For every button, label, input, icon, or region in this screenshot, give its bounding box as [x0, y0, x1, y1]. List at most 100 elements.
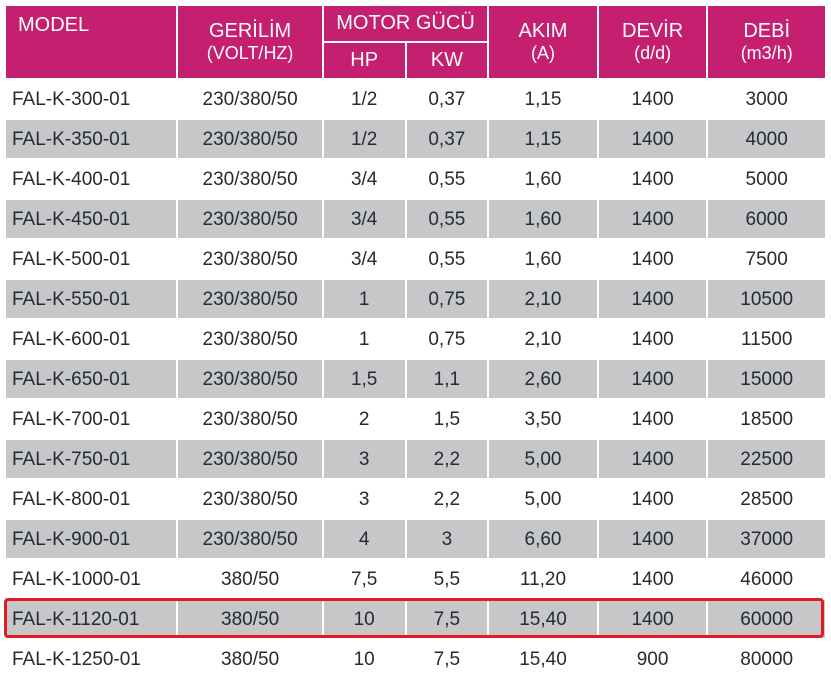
cell-gerilim: 380/50 [178, 640, 321, 678]
cell-akim: 15,40 [489, 640, 597, 678]
cell-kw: 0,75 [407, 280, 488, 318]
cell-hp: 10 [324, 600, 405, 638]
cell-devir: 1400 [599, 320, 707, 358]
cell-debi: 7500 [708, 240, 825, 278]
cell-kw: 0,37 [407, 120, 488, 158]
header-devir-label: DEVİR [622, 20, 683, 42]
header-akim-label: AKIM [519, 20, 568, 42]
table-row: FAL-K-1000-01380/507,55,511,20140046000 [6, 560, 825, 598]
cell-model: FAL-K-1000-01 [6, 560, 176, 598]
table-container: MODEL GERİLİM (VOLT/HZ) MOTOR GÜCÜ AKIM … [4, 4, 827, 680]
table-body: FAL-K-300-01 230/380/50 1/20,371,15 1400 300… [6, 80, 825, 678]
header-hp: HP [324, 43, 405, 78]
cell-debi: 18500 [708, 400, 825, 438]
cell-debi: 5000 [708, 160, 825, 198]
table-row: FAL-K-400-01230/380/503/40,551,601400500… [6, 160, 825, 198]
table-row: FAL-K-1120-01380/50107,515,40140060000 [6, 600, 825, 638]
cell-kw: 3 [407, 520, 488, 558]
header-devir-sub: (d/d) [603, 43, 703, 64]
cell-model: FAL-K-600-01 [6, 320, 176, 358]
table-row: FAL-K-500-01230/380/503/40,551,601400750… [6, 240, 825, 278]
cell-kw: 0,55 [407, 160, 488, 198]
cell-akim: 1,60 [489, 240, 597, 278]
cell-devir: 1400 [599, 360, 707, 398]
cell-devir: 1400 [599, 240, 707, 278]
cell-model: FAL-K-900-01 [6, 520, 176, 558]
cell-hp: 1/2 [324, 80, 405, 118]
cell-debi: 46000 [708, 560, 825, 598]
cell-kw: 0,37 [407, 80, 488, 118]
cell-hp: 3 [324, 440, 405, 478]
cell-model: FAL-K-550-01 [6, 280, 176, 318]
cell-debi: 15000 [708, 360, 825, 398]
cell-akim: 15,40 [489, 600, 597, 638]
header-devir: DEVİR (d/d) [599, 6, 707, 78]
cell-model: FAL-K-1120-01 [6, 600, 176, 638]
table-row: FAL-K-700-01230/380/5021,53,50140018500 [6, 400, 825, 438]
cell-gerilim: 230/380/50 [178, 200, 321, 238]
cell-debi: 60000 [708, 600, 825, 638]
table-row: FAL-K-550-01230/380/5010,752,10140010500 [6, 280, 825, 318]
cell-kw: 5,5 [407, 560, 488, 598]
cell-model: FAL-K-650-01 [6, 360, 176, 398]
table-row: FAL-K-900-01230/380/50436,60140037000 [6, 520, 825, 558]
header-kw: KW [407, 43, 488, 78]
cell-akim: 5,00 [489, 480, 597, 518]
cell-devir: 1400 [599, 280, 707, 318]
cell-debi: 3000 [708, 80, 825, 118]
cell-model: FAL-K-800-01 [6, 480, 176, 518]
header-motor-gucu: MOTOR GÜCÜ [324, 6, 487, 41]
cell-devir: 1400 [599, 200, 707, 238]
cell-gerilim: 380/50 [178, 600, 321, 638]
cell-model: FAL-K-300-01 [6, 80, 176, 118]
cell-debi: 10500 [708, 280, 825, 318]
cell-debi: 11500 [708, 320, 825, 358]
cell-model: FAL-K-400-01 [6, 160, 176, 198]
cell-devir: 1400 [599, 480, 707, 518]
cell-kw: 7,5 [407, 640, 488, 678]
cell-model: FAL-K-750-01 [6, 440, 176, 478]
table-row: FAL-K-1250-01380/50107,515,4090080000 [6, 640, 825, 678]
cell-debi: 4000 [708, 120, 825, 158]
cell-akim: 2,60 [489, 360, 597, 398]
header-akim-sub: (A) [493, 43, 593, 64]
cell-hp: 4 [324, 520, 405, 558]
cell-akim: 6,60 [489, 520, 597, 558]
table-row: FAL-K-800-01230/380/5032,25,00140028500 [6, 480, 825, 518]
cell-model: FAL-K-1250-01 [6, 640, 176, 678]
table-row: FAL-K-750-01230/380/5032,25,00140022500 [6, 440, 825, 478]
header-gerilim-label: GERİLİM [209, 20, 291, 42]
cell-hp: 3/4 [324, 240, 405, 278]
header-debi: DEBİ (m3/h) [708, 6, 825, 78]
cell-hp: 3/4 [324, 200, 405, 238]
cell-hp: 3/4 [324, 160, 405, 198]
cell-akim: 1,15 [489, 80, 597, 118]
table-row: FAL-K-300-01230/380/501/20,371,151400300… [6, 80, 825, 118]
cell-gerilim: 230/380/50 [178, 280, 321, 318]
cell-gerilim: 230/380/50 [178, 160, 321, 198]
cell-hp: 7,5 [324, 560, 405, 598]
cell-akim: 5,00 [489, 440, 597, 478]
cell-gerilim: 230/380/50 [178, 480, 321, 518]
cell-devir: 1400 [599, 400, 707, 438]
cell-gerilim: 230/380/50 [178, 400, 321, 438]
table-header: MODEL GERİLİM (VOLT/HZ) MOTOR GÜCÜ AKIM … [6, 6, 825, 78]
cell-kw: 1,5 [407, 400, 488, 438]
cell-kw: 1,1 [407, 360, 488, 398]
cell-akim: 2,10 [489, 320, 597, 358]
cell-gerilim: 230/380/50 [178, 360, 321, 398]
cell-devir: 1400 [599, 440, 707, 478]
cell-kw: 2,2 [407, 480, 488, 518]
cell-devir: 1400 [599, 560, 707, 598]
cell-debi: 80000 [708, 640, 825, 678]
cell-akim: 3,50 [489, 400, 597, 438]
table-row: FAL-K-350-01230/380/501/20,371,151400400… [6, 120, 825, 158]
spec-table: MODEL GERİLİM (VOLT/HZ) MOTOR GÜCÜ AKIM … [4, 4, 827, 680]
cell-model: FAL-K-500-01 [6, 240, 176, 278]
cell-devir: 1400 [599, 520, 707, 558]
cell-akim: 1,15 [489, 120, 597, 158]
cell-gerilim: 230/380/50 [178, 240, 321, 278]
cell-hp: 1 [324, 280, 405, 318]
cell-debi: 22500 [708, 440, 825, 478]
cell-akim: 11,20 [489, 560, 597, 598]
